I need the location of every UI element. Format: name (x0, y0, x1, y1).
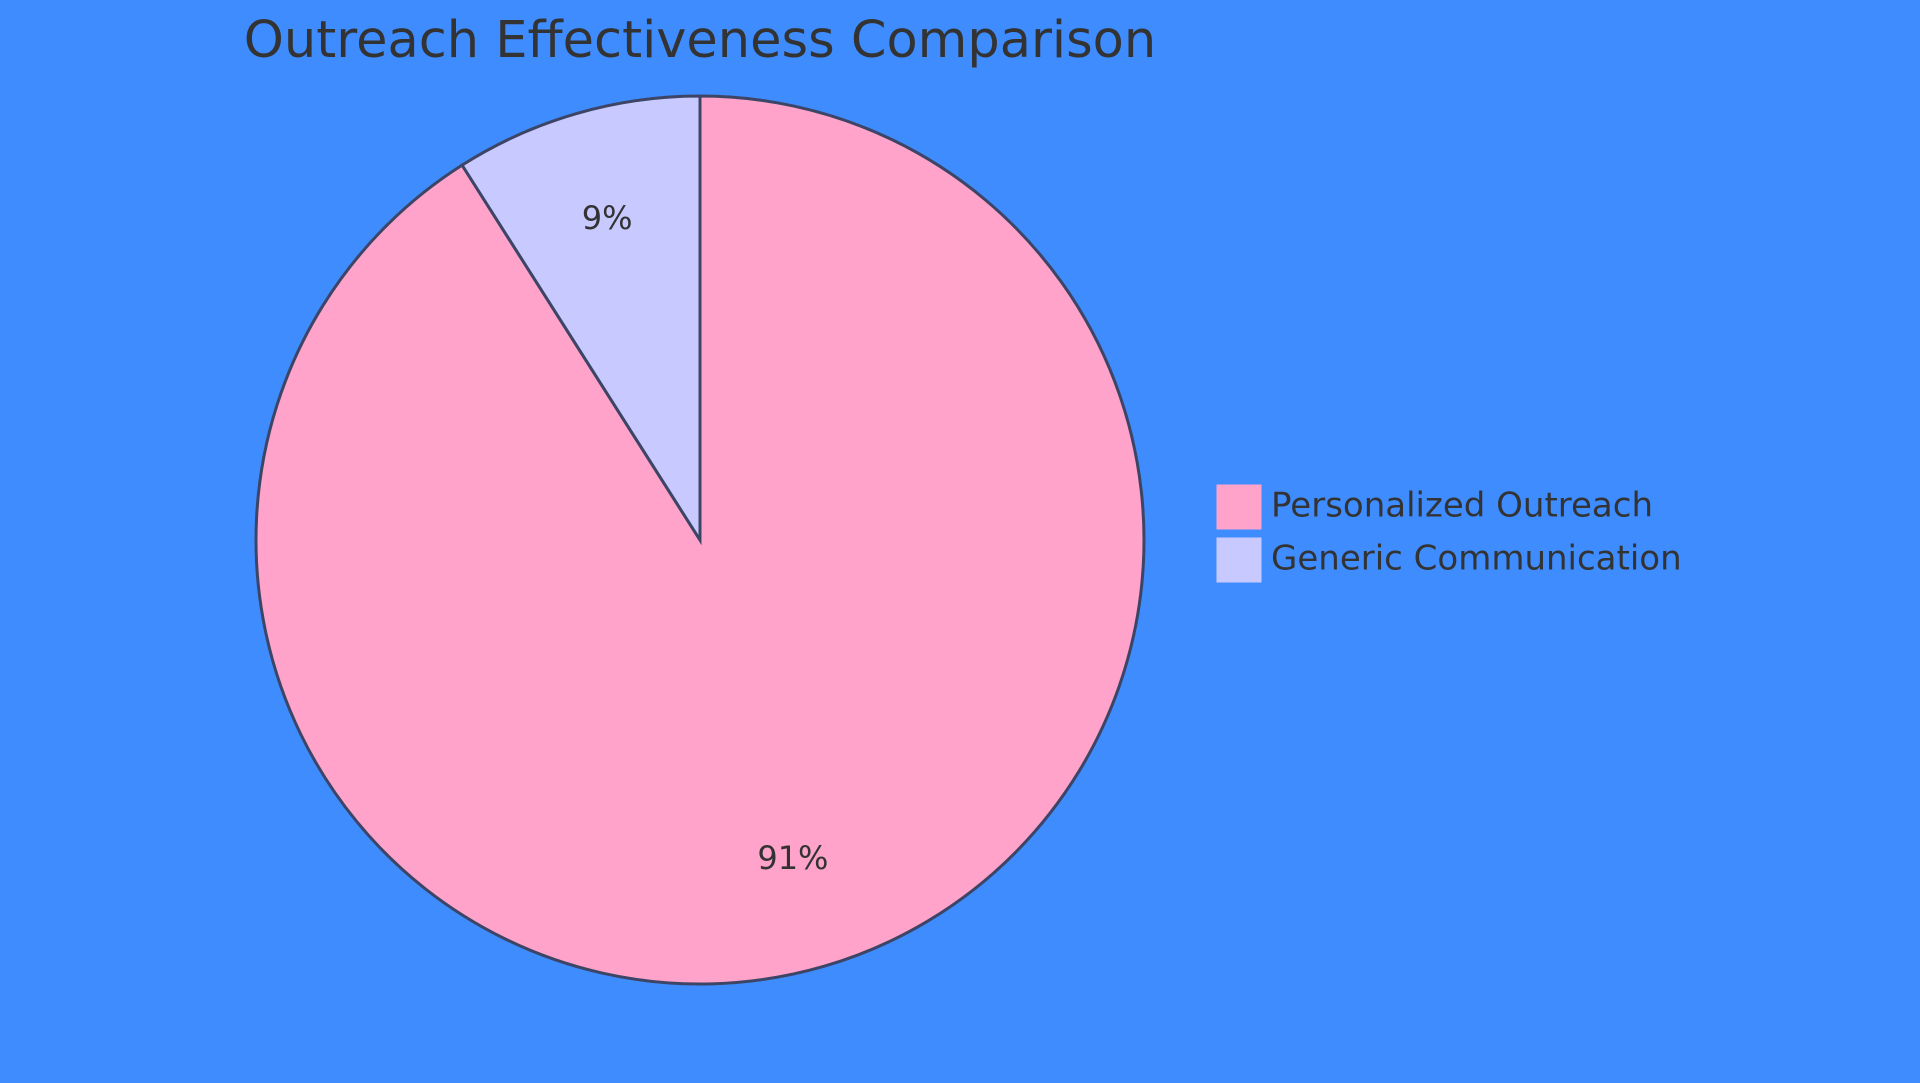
legend-label-generic-communication: Generic Communication (1271, 539, 1682, 579)
slice-labels: 91% 9% (582, 199, 829, 877)
chart-title: Outreach Effectiveness Comparison (244, 11, 1156, 70)
legend-swatch-generic-communication (1216, 537, 1262, 583)
legend-swatch-personalized-outreach (1216, 484, 1262, 530)
slice-label-generic-communication: 9% (582, 199, 633, 237)
slice-label-personalized-outreach: 91% (757, 839, 828, 877)
legend-label-personalized-outreach: Personalized Outreach (1271, 486, 1653, 526)
pie-slice-generic-communication (460, 94, 702, 546)
legend: Personalized Outreach Generic Communicati… (1216, 484, 1682, 583)
pie-slices (254, 94, 1146, 986)
